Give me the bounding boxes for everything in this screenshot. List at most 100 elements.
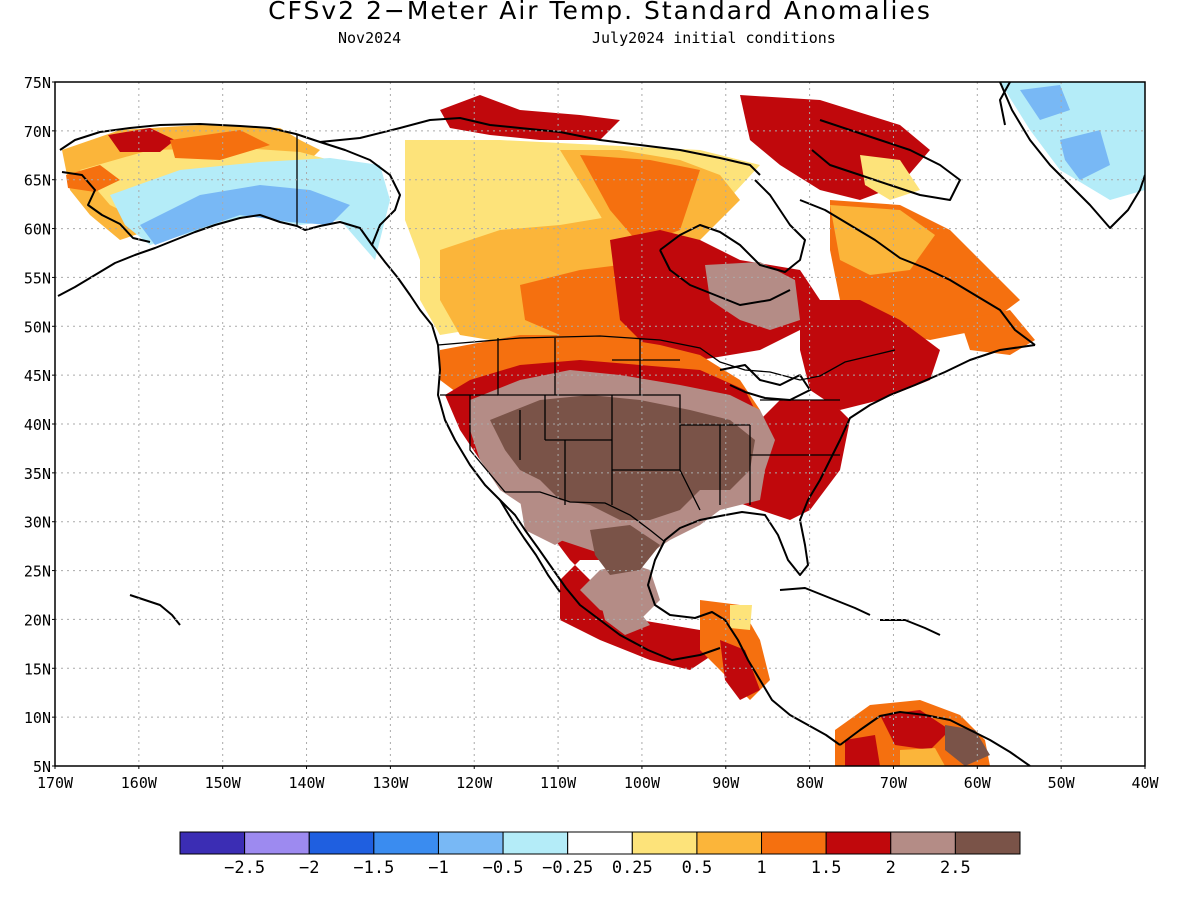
lat-tick-label: 40N [24,416,51,434]
lat-tick-label: 25N [24,563,51,581]
anomaly-region [880,710,950,750]
colorbar-swatch [373,831,439,855]
anomaly-region [960,310,1035,355]
lon-tick-label: 130W [372,774,409,792]
lon-tick-label: 120W [456,774,493,792]
coastline-hudson-bay-south [659,249,791,306]
colorbar-boxes [179,831,1021,855]
anomaly-region [108,128,175,152]
colorbar-swatch [437,831,504,855]
colorbar-tick-label: 0.5 [682,858,713,878]
colorbar-tick-label: 2 [886,858,896,878]
chart-title: CFSv2 2−Meter Air Temp. Standard Anomali… [268,0,932,25]
anomaly-region [66,165,120,192]
forecast-month: Nov2024 [338,29,402,47]
lat-tick-label: 20N [24,611,51,629]
coastline-hawaii [129,594,181,626]
lat-tick-label: 35N [24,465,51,483]
colorbar-tick-label: −2.5 [224,858,265,878]
colorbar-tick-label: −2 [299,858,319,878]
lon-tick-label: 160W [121,774,158,792]
coastline-great-lakes [719,364,811,401]
lon-tick-label: 60W [964,774,992,792]
lon-tick-label: 80W [796,774,824,792]
colorbar-swatch [502,831,569,855]
border-states-2 [440,338,641,493]
border-us-mexico [505,491,666,543]
colorbar-tick-label: 0.25 [612,858,653,878]
lat-tick-label: 55N [24,269,51,287]
lon-tick-label: 90W [712,774,740,792]
colorbar-swatch [696,831,763,855]
coastline-greenland-west [999,82,1011,126]
coastline-greenland [999,82,1145,229]
longitude-labels: 170W 160W 150W 140W 130W 120W 110W 100W 90W 80W 70… [37,766,1160,792]
colorbar-swatch [954,831,1021,855]
lat-tick-label: 10N [24,709,51,727]
coastline-baffin [811,119,961,201]
colorbar-swatch [890,831,956,855]
coastlines [57,82,1145,766]
lat-tick-label: 15N [24,660,51,678]
anomaly-region [845,735,880,766]
lon-tick-label: 50W [1048,774,1076,792]
lon-tick-label: 170W [37,774,74,792]
lon-tick-label: 70W [880,774,908,792]
lat-tick-label: 30N [24,514,51,532]
anomaly-region [580,155,700,245]
coastline-hudson-bay [659,179,806,273]
anomaly-region [170,130,270,160]
colorbar-swatch [631,831,698,855]
lat-tick-label: 70N [24,123,51,141]
colorbar-swatch [825,831,892,855]
lat-tick-label: 45N [24,367,51,385]
lon-tick-label: 110W [540,774,577,792]
lat-tick-label: 75N [24,74,51,92]
colorbar-tick-label: 2.5 [940,858,971,878]
lat-tick-label: 5N [33,758,51,776]
coastline-labrador [799,199,1036,346]
anomaly-region [520,500,580,545]
coastline-east-us [647,344,1036,746]
anomaly-region [720,640,760,700]
lat-tick-label: 50N [24,318,51,336]
colorbar-labels: −2.5 −2 −1.5 −1 −0.5 −0.25 0.25 0.5 1 1.5 2 2.5 [224,858,971,878]
anomaly-fields [62,82,1145,766]
anomaly-region [440,95,620,140]
coastline-hispaniola [880,619,941,636]
lon-tick-label: 150W [205,774,242,792]
lon-tick-label: 100W [624,774,661,792]
border-states-1 [497,338,840,511]
lon-tick-label: 40W [1131,774,1159,792]
anomaly-region [1060,130,1110,180]
colorbar-tick-label: −1.5 [353,858,394,878]
coastline-alaska-west [61,171,151,243]
anomaly-region [830,205,935,275]
anomaly-region [900,748,945,766]
colorbar-tick-label: 1 [756,858,766,878]
colorbar-swatch [567,831,633,855]
anomaly-region [730,605,752,630]
anomaly-region [1020,85,1070,120]
colorbar-swatch [761,831,827,855]
anomaly-region [800,300,940,410]
border-us-canada [437,335,896,381]
anomaly-region [590,525,660,575]
colorbar-tick-label: −1 [428,858,448,878]
latitude-labels: 75N 70N 65N 60N 55N 50N 45N 40N 35N 30N 25N 20N 15N 1… [24,74,55,776]
colorbar-swatch [244,831,310,855]
colorbar-swatch [179,831,246,855]
coastline-pacific-nw [371,244,721,661]
coastline-arctic-canada [319,117,761,176]
coastline-baja [499,499,561,593]
colorbar-tick-label: 1.5 [811,858,842,878]
coastline-cuba [779,587,871,616]
lon-tick-label: 140W [288,774,325,792]
colorbar-swatch [308,831,375,855]
initial-conditions: July2024 initial conditions [592,29,836,47]
lat-lon-grid [55,82,1145,766]
colorbar-tick-label: −0.25 [542,858,593,878]
lat-tick-label: 60N [24,221,51,239]
